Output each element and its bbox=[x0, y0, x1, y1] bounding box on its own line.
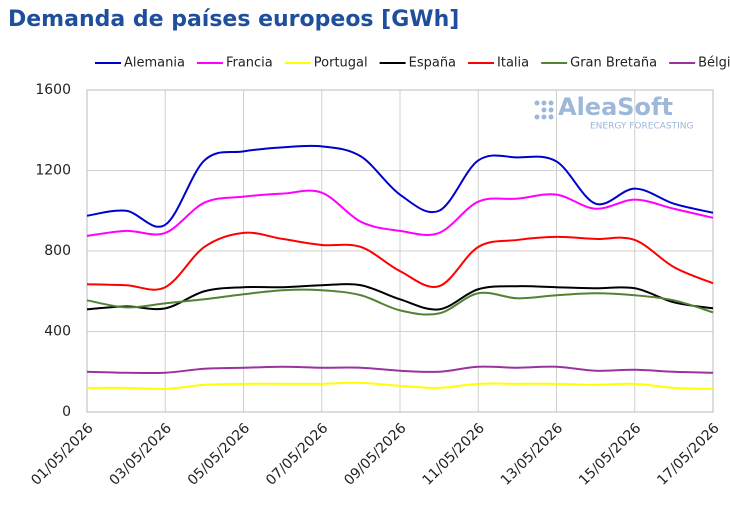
logo-name: AleaSoft bbox=[558, 93, 673, 121]
x-tick-label: 03/05/2026 bbox=[107, 420, 175, 488]
x-tick-label: 15/05/2026 bbox=[576, 420, 644, 488]
legend-label: Francia bbox=[226, 56, 273, 71]
x-tick-label: 05/05/2026 bbox=[185, 420, 253, 488]
legend-item: Italia bbox=[468, 56, 529, 71]
line bbox=[86, 189, 714, 237]
y-tick-label: 1200 bbox=[35, 163, 71, 179]
legend-item: Bélgica bbox=[669, 56, 730, 71]
x-tick-label: 11/05/2026 bbox=[420, 420, 488, 488]
legend-item: Alemania bbox=[95, 56, 185, 71]
chart-title: Demanda de países europeos [GWh] bbox=[8, 7, 459, 32]
legend-label: Italia bbox=[497, 56, 529, 71]
line bbox=[86, 231, 714, 291]
x-tick-label: 01/05/2026 bbox=[28, 420, 96, 488]
legend-label: Bélgica bbox=[698, 56, 730, 71]
legend-label: España bbox=[409, 56, 456, 71]
legend-item: Portugal bbox=[284, 56, 368, 71]
legend-item: España bbox=[379, 56, 456, 71]
x-tick-label: 13/05/2026 bbox=[498, 420, 566, 488]
legend-label: Portugal bbox=[314, 56, 368, 71]
y-tick-label: 400 bbox=[44, 324, 71, 340]
x-tick-label: 09/05/2026 bbox=[341, 420, 409, 488]
plot-border bbox=[86, 89, 714, 413]
y-tick-label: 0 bbox=[62, 404, 71, 420]
y-tick-label: 800 bbox=[44, 243, 71, 259]
legend-item: Francia bbox=[196, 56, 273, 71]
legend-label: Gran Bretaña bbox=[570, 56, 657, 71]
line bbox=[86, 144, 714, 228]
y-tick-label: 1600 bbox=[35, 82, 71, 98]
legend-label: Alemania bbox=[124, 56, 185, 71]
logo: AleaSoft ENERGY FORECASTING bbox=[534, 93, 693, 132]
line bbox=[86, 288, 714, 316]
line bbox=[86, 365, 714, 375]
x-tick-label: 07/05/2026 bbox=[263, 420, 331, 488]
line bbox=[86, 283, 714, 311]
line bbox=[86, 381, 714, 390]
logo-tagline: ENERGY FORECASTING bbox=[590, 122, 693, 132]
x-tick-label: 17/05/2026 bbox=[654, 420, 722, 488]
legend-item: Gran Bretaña bbox=[541, 56, 657, 71]
